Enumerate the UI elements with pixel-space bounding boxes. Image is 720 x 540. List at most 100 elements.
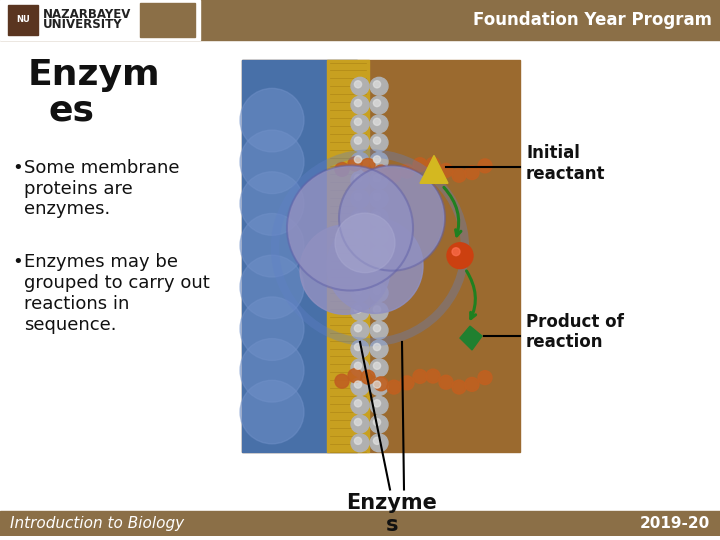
Circle shape — [452, 168, 466, 182]
Circle shape — [478, 370, 492, 384]
Circle shape — [354, 381, 361, 388]
Circle shape — [374, 400, 381, 407]
Circle shape — [400, 164, 414, 178]
Circle shape — [240, 380, 304, 444]
Circle shape — [354, 268, 361, 275]
Circle shape — [465, 377, 479, 392]
Circle shape — [335, 374, 349, 388]
Circle shape — [374, 193, 381, 200]
Circle shape — [370, 208, 388, 227]
Bar — [242, 59, 357, 452]
Circle shape — [354, 137, 361, 144]
Circle shape — [354, 193, 361, 200]
Circle shape — [354, 118, 361, 125]
Bar — [327, 59, 369, 452]
Text: Initial
reactant: Initial reactant — [526, 144, 606, 183]
Circle shape — [374, 174, 381, 181]
Circle shape — [374, 306, 381, 313]
Circle shape — [354, 400, 361, 407]
Circle shape — [354, 99, 361, 106]
Circle shape — [370, 302, 388, 320]
Circle shape — [387, 168, 401, 183]
Circle shape — [351, 96, 369, 114]
Text: Foundation Year Program: Foundation Year Program — [473, 11, 712, 29]
Circle shape — [374, 212, 381, 219]
Circle shape — [351, 77, 369, 95]
Circle shape — [374, 287, 381, 294]
Circle shape — [426, 157, 440, 171]
Circle shape — [351, 321, 369, 339]
Circle shape — [361, 158, 375, 172]
Circle shape — [335, 213, 395, 273]
Circle shape — [370, 227, 388, 245]
Circle shape — [240, 213, 304, 277]
Circle shape — [426, 369, 440, 383]
Circle shape — [340, 166, 444, 269]
Circle shape — [374, 231, 381, 238]
Circle shape — [348, 157, 362, 171]
Circle shape — [351, 284, 369, 302]
Circle shape — [240, 172, 304, 235]
Circle shape — [370, 359, 388, 377]
Circle shape — [370, 415, 388, 433]
Text: •: • — [12, 159, 23, 177]
Circle shape — [351, 396, 369, 414]
Text: Enzyme: Enzyme — [346, 494, 438, 514]
Text: •: • — [12, 253, 23, 271]
Circle shape — [374, 156, 381, 163]
Circle shape — [354, 362, 361, 369]
Circle shape — [351, 133, 369, 152]
Circle shape — [370, 321, 388, 339]
Circle shape — [370, 171, 388, 189]
Circle shape — [374, 325, 381, 332]
Text: s: s — [386, 515, 398, 535]
Circle shape — [354, 437, 361, 444]
Circle shape — [370, 246, 388, 264]
Circle shape — [288, 166, 412, 289]
Text: Enzym: Enzym — [28, 58, 161, 92]
Circle shape — [351, 190, 369, 208]
Text: UNIVERSITY: UNIVERSITY — [43, 18, 122, 31]
Circle shape — [370, 115, 388, 133]
Polygon shape — [460, 326, 482, 350]
Circle shape — [354, 306, 361, 313]
Circle shape — [240, 297, 304, 360]
Circle shape — [452, 248, 460, 255]
Circle shape — [370, 133, 388, 152]
Circle shape — [374, 377, 388, 391]
Text: Introduction to Biology: Introduction to Biology — [10, 516, 184, 531]
Circle shape — [351, 152, 369, 170]
Circle shape — [465, 166, 479, 179]
Circle shape — [374, 437, 381, 444]
Circle shape — [374, 80, 381, 88]
Circle shape — [439, 375, 453, 389]
Circle shape — [351, 415, 369, 433]
Text: Some membrane
proteins are
enzymes.: Some membrane proteins are enzymes. — [24, 159, 179, 219]
Circle shape — [351, 302, 369, 320]
Circle shape — [351, 377, 369, 395]
Circle shape — [351, 171, 369, 189]
Circle shape — [327, 218, 423, 313]
Circle shape — [374, 362, 381, 369]
Circle shape — [374, 418, 381, 426]
Circle shape — [478, 159, 492, 173]
Bar — [0, 511, 720, 536]
Circle shape — [240, 89, 304, 152]
Circle shape — [370, 377, 388, 395]
Circle shape — [240, 255, 304, 319]
Circle shape — [351, 227, 369, 245]
Circle shape — [374, 99, 381, 106]
Circle shape — [354, 231, 361, 238]
Text: NU: NU — [16, 15, 30, 24]
Circle shape — [374, 118, 381, 125]
Circle shape — [351, 246, 369, 264]
Circle shape — [351, 208, 369, 227]
Circle shape — [413, 369, 427, 383]
Circle shape — [370, 152, 388, 170]
Circle shape — [354, 156, 361, 163]
Text: Enzymes may be
grouped to carry out
reactions in
sequence.: Enzymes may be grouped to carry out reac… — [24, 253, 210, 334]
Circle shape — [370, 340, 388, 358]
Circle shape — [400, 376, 414, 390]
Circle shape — [370, 77, 388, 95]
Circle shape — [351, 359, 369, 377]
